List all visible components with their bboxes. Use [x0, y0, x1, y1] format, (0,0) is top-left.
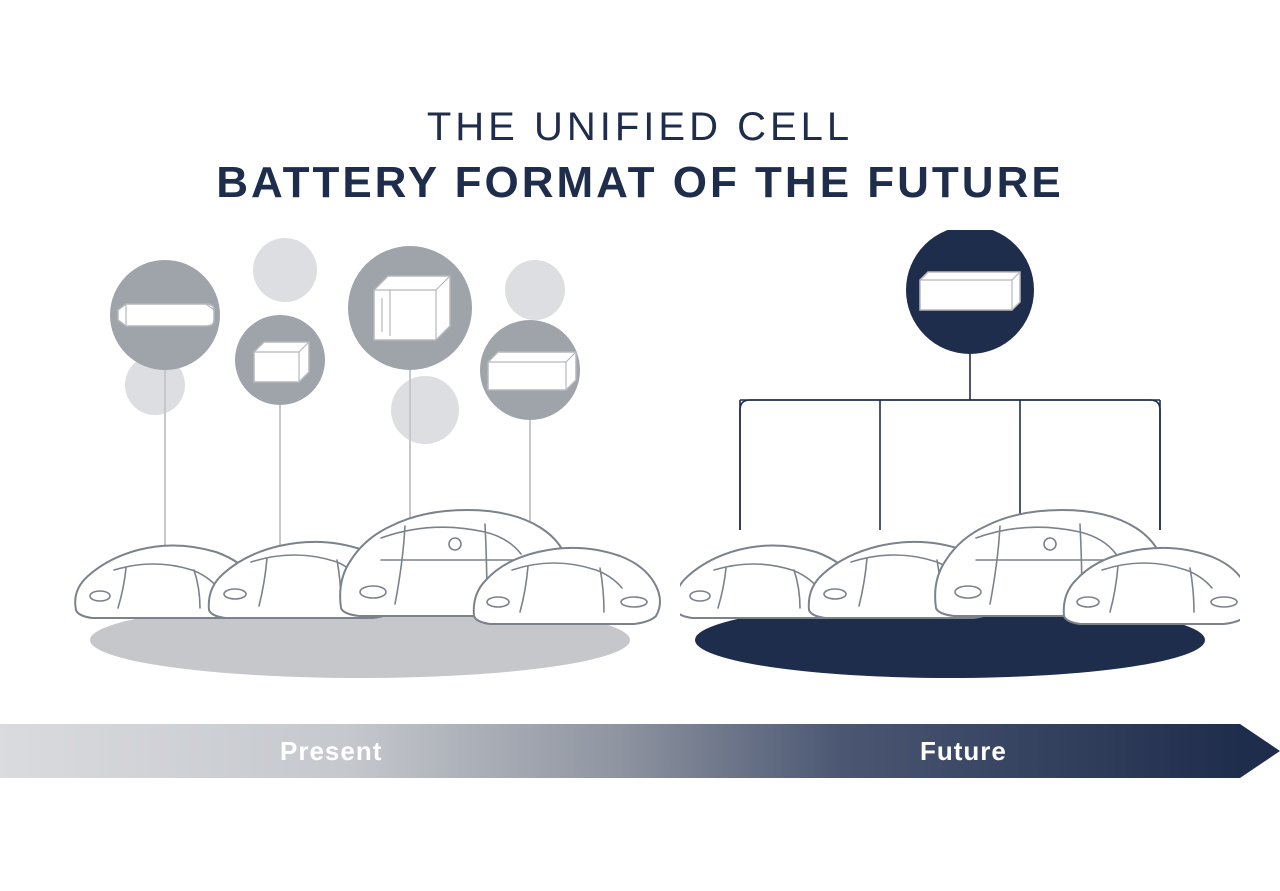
timeline-label-future: Future — [920, 724, 1007, 778]
title-line-1: THE UNIFIED CELL — [0, 105, 1280, 150]
present-panel — [70, 230, 630, 670]
cell-wide-prismatic-icon — [480, 320, 580, 420]
branch-outline — [740, 400, 1160, 530]
bg-bubble — [391, 376, 459, 444]
cell-small-prismatic-icon — [235, 315, 325, 405]
timeline-label-present: Present — [280, 724, 382, 778]
bg-bubble — [505, 260, 565, 320]
timeline-arrowhead-icon — [1240, 724, 1280, 778]
bg-bubble — [253, 238, 317, 302]
future-illustration — [680, 230, 1240, 690]
infographic-root: THE UNIFIED CELL BATTERY FORMAT OF THE F… — [0, 0, 1280, 891]
cell-pouch-icon — [110, 260, 220, 370]
unified-cell-icon — [906, 230, 1034, 354]
timeline-bar — [0, 724, 1240, 778]
present-illustration — [70, 230, 670, 690]
branch-connector — [740, 354, 1160, 530]
title-line-2: BATTERY FORMAT OF THE FUTURE — [0, 158, 1280, 208]
future-panel — [680, 230, 1220, 670]
timeline-arrow: Present Future — [0, 724, 1280, 778]
cell-large-prismatic-icon — [348, 246, 472, 370]
title-block: THE UNIFIED CELL BATTERY FORMAT OF THE F… — [0, 105, 1280, 208]
